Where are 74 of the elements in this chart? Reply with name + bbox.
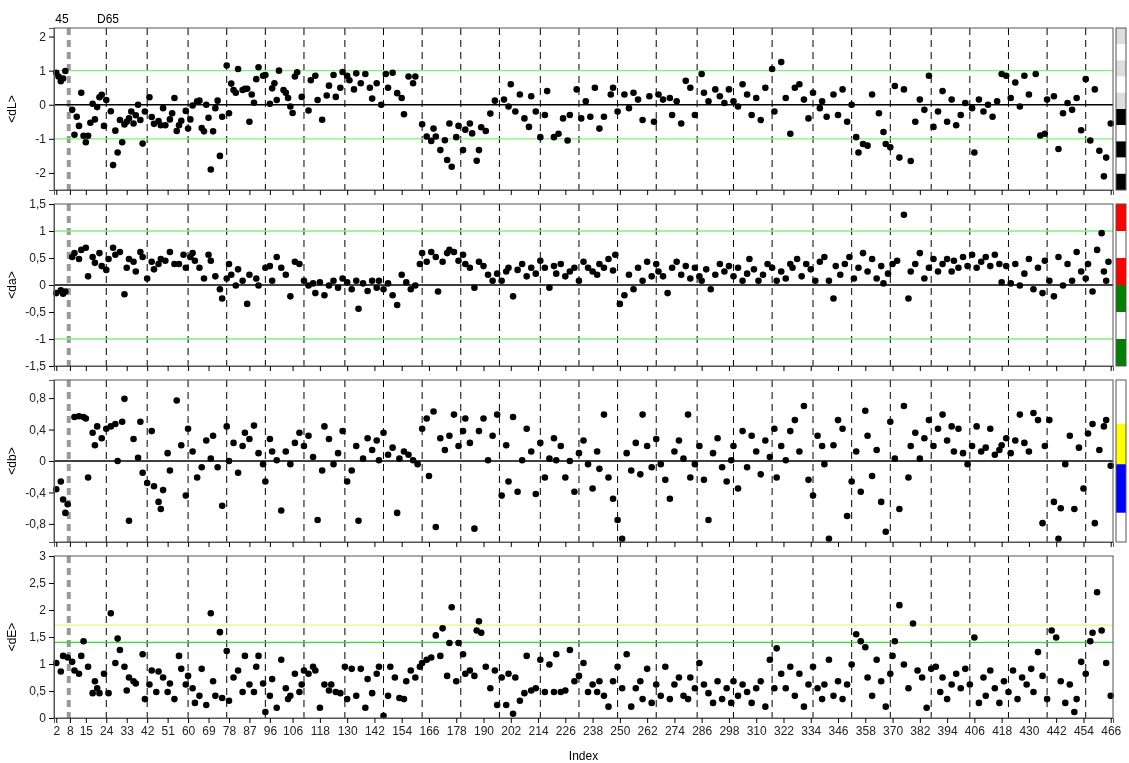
y-tick-label: 0,8 — [29, 391, 47, 406]
x-tick-label: 286 — [692, 723, 713, 738]
x-tick-label: 166 — [419, 723, 440, 738]
y-tick-label: 0 — [39, 711, 47, 726]
y-tick-label: 0 — [39, 454, 47, 469]
x-tick-label: 442 — [1046, 723, 1068, 738]
x-tick-label: 214 — [528, 723, 549, 738]
y-tick-label: 0,5 — [29, 684, 47, 699]
x-tick-label: 334 — [801, 723, 822, 738]
x-tick-label: 250 — [610, 723, 631, 738]
x-tick-label: 298 — [719, 723, 740, 738]
x-tick-label: 406 — [964, 723, 986, 738]
x-tick-label: 78 — [222, 723, 237, 738]
y-tick-label: 0,5 — [29, 251, 47, 266]
x-tick-label: 418 — [992, 723, 1013, 738]
y-tick-label: 0 — [39, 278, 47, 293]
x-tick-label: 24 — [100, 723, 114, 738]
text: D65 — [96, 12, 120, 26]
x-tick-label: 142 — [364, 723, 386, 738]
x-tick-label: 238 — [583, 723, 604, 738]
x-tick-label: 60 — [181, 723, 196, 738]
y-tick-label: -1 — [35, 132, 47, 147]
x-tick-label: 69 — [202, 723, 217, 738]
y-tick-label: 3 — [39, 549, 47, 564]
y-tick-label: 1 — [39, 63, 47, 78]
y-tick-label: 1 — [39, 224, 47, 239]
x-axis-title: Index — [568, 749, 599, 763]
x-tick-label: 430 — [1019, 723, 1040, 738]
x-tick-label: 118 — [310, 723, 331, 738]
x-tick-label: 8 — [67, 723, 75, 738]
y-tick-label: -2 — [35, 166, 47, 181]
x-tick-label: 178 — [446, 723, 468, 738]
x-tick-label: 274 — [664, 723, 686, 738]
y-tick-label: 1,5 — [29, 197, 47, 212]
y-tick-label: 0 — [39, 98, 47, 113]
x-tick-label: 190 — [473, 723, 495, 738]
x-tick-label: 358 — [855, 723, 877, 738]
x-tick-label: 51 — [161, 723, 176, 738]
x-tick-label: 310 — [746, 723, 768, 738]
x-tick-label: 454 — [1073, 723, 1095, 738]
y-axis-title: <db> — [5, 447, 19, 475]
y-tick-label: 2 — [39, 603, 47, 618]
x-tick-label: 87 — [243, 723, 257, 738]
y-tick-label: 0,4 — [29, 422, 47, 437]
x-tick-label: 2 — [53, 723, 61, 738]
x-tick-label: 262 — [637, 723, 658, 738]
y-tick-label: -0,5 — [25, 305, 47, 320]
y-tick-label: 2 — [39, 29, 47, 44]
y-tick-label: -1,5 — [25, 359, 47, 374]
x-tick-label: 15 — [79, 723, 94, 738]
y-axis-title: <dL> — [5, 95, 19, 123]
x-tick-label: 106 — [283, 723, 304, 738]
x-tick-label: 394 — [937, 723, 958, 738]
y-tick-label: 1,5 — [29, 630, 47, 645]
y-axis-title: <dE> — [5, 622, 19, 652]
x-tick-label: 466 — [1101, 723, 1122, 738]
x-tick-label: 322 — [773, 723, 795, 738]
x-tick-label: 346 — [828, 723, 849, 738]
text: 45 — [55, 12, 69, 26]
x-tick-label: 42 — [140, 723, 155, 738]
x-tick-label: 154 — [392, 723, 413, 738]
y-tick-label: -0,4 — [25, 485, 47, 500]
y-axis-title: <da> — [5, 271, 19, 299]
y-tick-label: -0,8 — [25, 517, 47, 532]
x-tick-label: 202 — [501, 723, 522, 738]
x-tick-label: 370 — [883, 723, 904, 738]
y-tick-label: -1 — [35, 332, 47, 347]
x-tick-label: 96 — [263, 723, 278, 738]
y-tick-label: 2,5 — [29, 576, 47, 591]
x-tick-label: 382 — [910, 723, 931, 738]
y-tick-label: 1 — [39, 657, 47, 672]
x-tick-label: 226 — [555, 723, 577, 738]
x-tick-label: 33 — [120, 723, 135, 738]
x-tick-label: 130 — [337, 723, 358, 738]
